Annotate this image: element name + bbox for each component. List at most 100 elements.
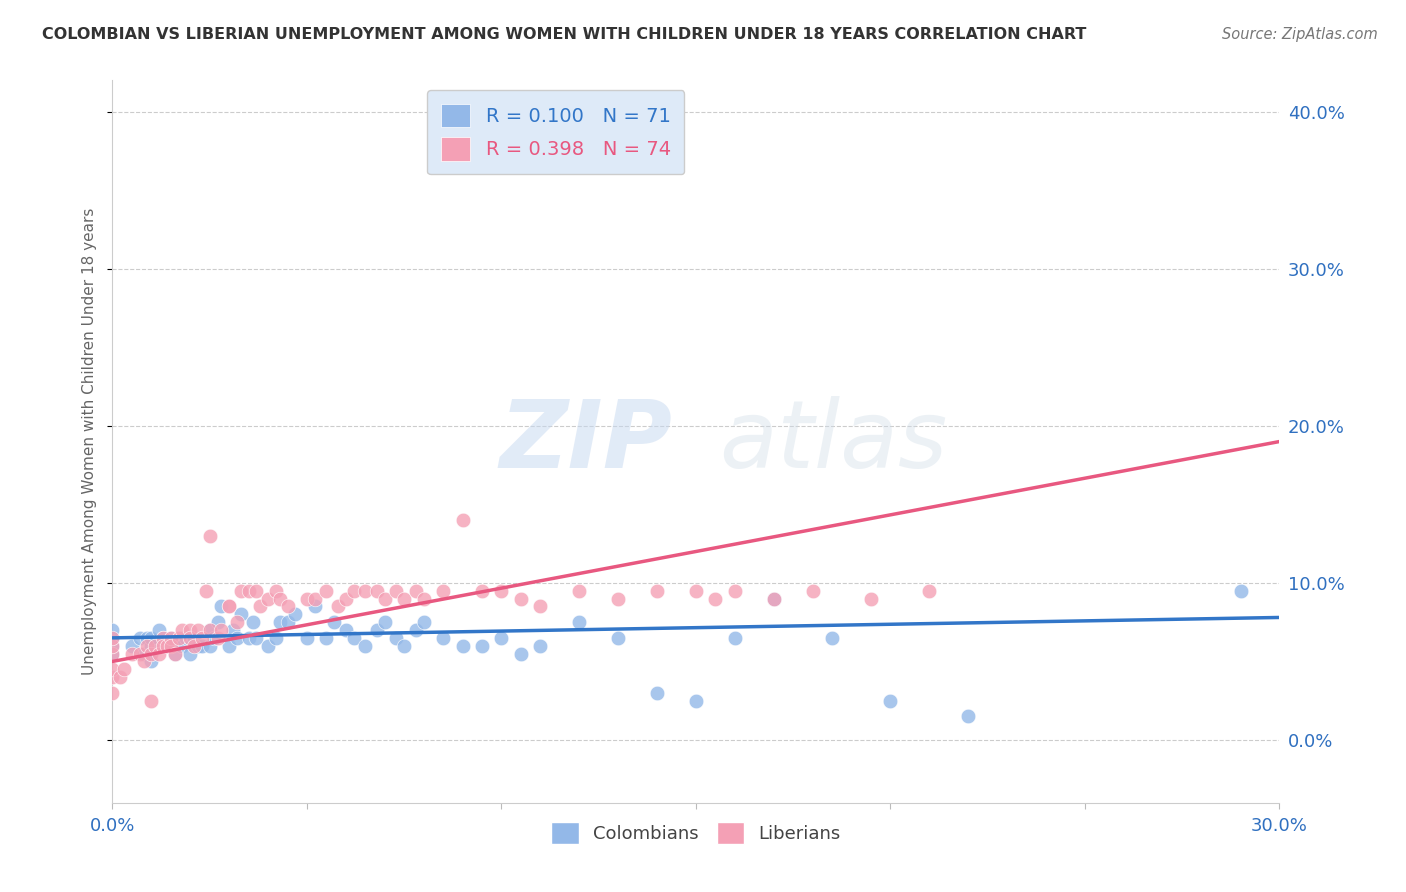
Point xyxy=(315,631,337,645)
Point xyxy=(284,607,307,622)
Point xyxy=(121,639,143,653)
Point xyxy=(207,615,229,630)
Point xyxy=(304,591,326,606)
Point xyxy=(176,631,198,645)
Point xyxy=(385,583,408,598)
Point xyxy=(121,647,143,661)
Point xyxy=(269,615,291,630)
Point xyxy=(163,647,186,661)
Text: COLOMBIAN VS LIBERIAN UNEMPLOYMENT AMONG WOMEN WITH CHILDREN UNDER 18 YEARS CORR: COLOMBIAN VS LIBERIAN UNEMPLOYMENT AMONG… xyxy=(42,27,1087,42)
Point xyxy=(801,583,824,598)
Point xyxy=(471,639,494,653)
Point xyxy=(101,670,124,684)
Legend: Colombians, Liberians: Colombians, Liberians xyxy=(544,815,848,852)
Point xyxy=(226,615,249,630)
Point xyxy=(509,647,531,661)
Point xyxy=(529,599,551,614)
Point xyxy=(335,623,357,637)
Point xyxy=(191,631,214,645)
Point xyxy=(160,639,183,653)
Point xyxy=(167,631,190,645)
Point xyxy=(276,599,298,614)
Point xyxy=(529,639,551,653)
Point xyxy=(451,513,474,527)
Point xyxy=(163,647,186,661)
Point xyxy=(568,615,591,630)
Point xyxy=(568,583,591,598)
Point xyxy=(152,631,174,645)
Point xyxy=(183,639,205,653)
Point xyxy=(1229,583,1251,598)
Point xyxy=(101,662,124,676)
Point xyxy=(374,591,396,606)
Point xyxy=(172,639,194,653)
Point xyxy=(202,631,225,645)
Point xyxy=(218,599,240,614)
Point xyxy=(366,583,388,598)
Point xyxy=(160,631,183,645)
Point xyxy=(101,623,124,637)
Point xyxy=(141,694,163,708)
Point xyxy=(112,662,135,676)
Point xyxy=(860,591,883,606)
Point xyxy=(229,607,252,622)
Point xyxy=(491,631,513,645)
Point xyxy=(167,631,190,645)
Point xyxy=(451,639,474,653)
Point xyxy=(432,631,454,645)
Point xyxy=(229,583,252,598)
Point xyxy=(366,623,388,637)
Point xyxy=(685,694,707,708)
Point xyxy=(412,615,434,630)
Point xyxy=(245,583,267,598)
Point xyxy=(179,647,201,661)
Point xyxy=(194,583,217,598)
Point xyxy=(394,591,416,606)
Point xyxy=(385,631,408,645)
Point xyxy=(374,615,396,630)
Point xyxy=(187,639,209,653)
Point xyxy=(264,583,287,598)
Point xyxy=(141,639,163,653)
Point xyxy=(471,583,494,598)
Point xyxy=(762,591,785,606)
Y-axis label: Unemployment Among Women with Children Under 18 years: Unemployment Among Women with Children U… xyxy=(82,208,97,675)
Point xyxy=(491,583,513,598)
Point xyxy=(269,591,291,606)
Point xyxy=(209,599,232,614)
Point xyxy=(315,583,337,598)
Point xyxy=(198,639,221,653)
Point xyxy=(156,639,179,653)
Point xyxy=(132,647,155,661)
Point xyxy=(141,631,163,645)
Point xyxy=(607,631,630,645)
Point xyxy=(179,631,201,645)
Point xyxy=(264,631,287,645)
Point xyxy=(249,599,271,614)
Point xyxy=(509,591,531,606)
Point xyxy=(645,686,668,700)
Point xyxy=(101,639,124,653)
Point xyxy=(394,639,416,653)
Point xyxy=(412,591,434,606)
Point xyxy=(156,639,179,653)
Point xyxy=(343,583,366,598)
Point xyxy=(160,631,183,645)
Point xyxy=(343,631,366,645)
Point xyxy=(218,599,240,614)
Point xyxy=(607,591,630,606)
Point xyxy=(172,631,194,645)
Point xyxy=(148,623,170,637)
Point xyxy=(304,599,326,614)
Point xyxy=(172,623,194,637)
Point xyxy=(132,655,155,669)
Point xyxy=(101,686,124,700)
Point xyxy=(191,639,214,653)
Text: atlas: atlas xyxy=(720,396,948,487)
Point xyxy=(762,591,785,606)
Point xyxy=(957,709,980,723)
Point xyxy=(226,631,249,645)
Point xyxy=(152,639,174,653)
Text: Source: ZipAtlas.com: Source: ZipAtlas.com xyxy=(1222,27,1378,42)
Point xyxy=(101,639,124,653)
